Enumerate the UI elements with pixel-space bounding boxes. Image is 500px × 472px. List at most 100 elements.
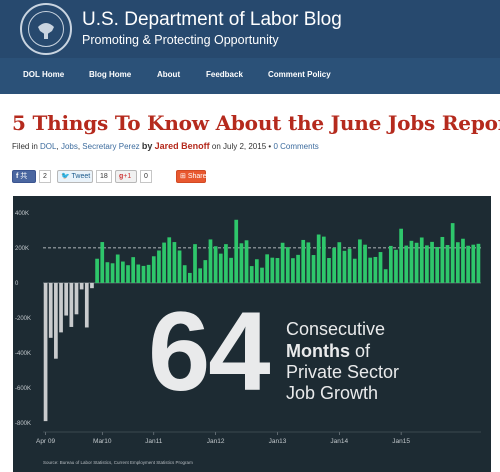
job-gain-bar bbox=[110, 263, 115, 283]
job-gain-bar bbox=[115, 254, 120, 283]
job-gain-bar bbox=[95, 258, 99, 283]
google-plus-icon: g bbox=[119, 173, 124, 180]
job-gain-bar bbox=[224, 244, 228, 283]
nav-about[interactable]: About bbox=[157, 70, 181, 79]
job-gain-bar bbox=[394, 249, 398, 283]
y-tick-label: 200K bbox=[15, 246, 29, 252]
x-tick-label: Jan14 bbox=[330, 438, 348, 445]
category-link-secretary-perez[interactable]: Secretary Perez bbox=[82, 142, 140, 151]
filed-in-label: Filed in bbox=[12, 142, 38, 151]
department-seal-icon[interactable] bbox=[20, 3, 72, 55]
gplus-label: +1 bbox=[123, 173, 132, 180]
job-gain-bar bbox=[188, 272, 192, 283]
job-gain-bar bbox=[455, 242, 460, 283]
nav-feedback[interactable]: Feedback bbox=[206, 70, 243, 79]
twitter-bird-icon: 🐦 bbox=[61, 173, 70, 180]
job-gain-bar bbox=[450, 223, 455, 283]
x-tick-label: Jan15 bbox=[392, 438, 410, 445]
nav-blog-home[interactable]: Blog Home bbox=[89, 70, 132, 79]
chart-source: Source: Bureau of Labor Statistics, Curr… bbox=[43, 460, 193, 465]
annotation-line-3: Private Sector bbox=[286, 362, 400, 382]
annotation-of: of bbox=[355, 341, 371, 361]
facebook-icon: f bbox=[16, 173, 19, 180]
facebook-label: 共 bbox=[20, 173, 28, 180]
job-gain-bar bbox=[270, 257, 275, 283]
job-gain-bar bbox=[167, 237, 172, 283]
job-loss-bar bbox=[84, 282, 89, 328]
blog-title[interactable]: U.S. Department of Labor Blog bbox=[82, 9, 342, 30]
job-loss-bar bbox=[48, 282, 53, 338]
job-gain-bar bbox=[198, 268, 203, 283]
job-gain-bar bbox=[177, 250, 182, 283]
post-meta: Filed in DOL, Jobs, Secretary Perez by J… bbox=[12, 141, 319, 151]
job-gain-bar bbox=[136, 264, 141, 283]
post-title[interactable]: 5 Things To Know About the June Jobs Rep… bbox=[12, 111, 500, 135]
job-gain-bar bbox=[414, 242, 419, 283]
job-gain-bar bbox=[244, 240, 249, 283]
job-gain-bar bbox=[358, 239, 362, 283]
job-loss-bar bbox=[43, 282, 48, 422]
job-loss-bar bbox=[54, 282, 58, 359]
job-loss-bar bbox=[79, 282, 84, 290]
job-gain-bar bbox=[239, 243, 244, 283]
gplus-count: 0 bbox=[140, 170, 152, 183]
job-gain-bar bbox=[229, 257, 233, 283]
jobs-chart: 400K 200K 0 -200K -400K -600K -800K Apr 09 Mar10… bbox=[13, 196, 491, 472]
annotation-line-4: Job Growth bbox=[286, 383, 379, 403]
seal-ring bbox=[28, 11, 64, 47]
facebook-count: 2 bbox=[39, 170, 51, 183]
author-link[interactable]: Jared Benoff bbox=[154, 141, 210, 151]
job-gain-bar bbox=[461, 238, 465, 283]
y-tick-label: -200K bbox=[15, 316, 31, 322]
job-gain-bar bbox=[151, 256, 156, 283]
job-gain-bar bbox=[100, 242, 105, 283]
job-gain-bar bbox=[213, 246, 218, 283]
annotation-line-2: Months of bbox=[286, 342, 370, 360]
blog-tagline: Promoting & Protecting Opportunity bbox=[82, 33, 279, 47]
job-gain-bar bbox=[203, 260, 208, 283]
nav-dol-home[interactable]: DOL Home bbox=[23, 70, 65, 79]
job-gain-bar bbox=[172, 242, 177, 283]
site-header: U.S. Department of Labor Blog Promoting … bbox=[0, 0, 500, 58]
share-button[interactable]: ⊞ Share bbox=[176, 170, 207, 183]
eagle-icon bbox=[38, 23, 54, 39]
main-nav: DOL Home Blog Home About Feedback Commen… bbox=[0, 58, 500, 94]
plus-icon: ⊞ bbox=[180, 173, 186, 180]
job-loss-bar bbox=[74, 282, 79, 315]
job-gain-bar bbox=[182, 265, 187, 283]
job-gain-bar bbox=[476, 243, 481, 283]
job-gain-bar bbox=[218, 253, 223, 283]
comments-link[interactable]: 0 Comments bbox=[273, 142, 319, 151]
job-gain-bar bbox=[430, 241, 434, 283]
tweet-button[interactable]: 🐦 Tweet bbox=[57, 170, 93, 183]
job-gain-bar bbox=[321, 236, 326, 283]
job-gain-bar bbox=[157, 250, 161, 283]
job-gain-bar bbox=[260, 267, 264, 283]
job-gain-bar bbox=[425, 245, 429, 283]
job-gain-bar bbox=[311, 255, 316, 283]
facebook-share-button[interactable]: f 共 bbox=[12, 170, 36, 183]
x-tick-label: Jan11 bbox=[145, 438, 163, 445]
annotation-line-1: Consecutive bbox=[286, 319, 386, 339]
category-link-jobs[interactable]: Jobs bbox=[60, 142, 78, 151]
share-label: Share bbox=[187, 173, 207, 180]
category-link-dol[interactable]: DOL bbox=[40, 142, 57, 151]
job-gain-bar bbox=[445, 245, 450, 283]
job-gain-bar bbox=[337, 242, 342, 283]
x-tick-label: Jan13 bbox=[269, 438, 287, 445]
job-gain-bar bbox=[121, 261, 125, 283]
job-gain-bar bbox=[193, 244, 197, 283]
job-gain-bar bbox=[435, 246, 440, 283]
job-gain-bar bbox=[131, 257, 136, 283]
job-gain-bar bbox=[363, 244, 367, 283]
job-gain-bar bbox=[105, 262, 110, 283]
job-gain-bar bbox=[234, 219, 239, 283]
google-plus-button[interactable]: g+1 bbox=[115, 170, 137, 183]
y-tick-label: 400K bbox=[15, 211, 29, 217]
job-loss-bar bbox=[64, 282, 69, 316]
nav-comment-policy[interactable]: Comment Policy bbox=[268, 70, 331, 79]
y-tick-label: 0 bbox=[15, 281, 19, 287]
annotation-months: Months bbox=[286, 341, 350, 361]
job-gain-bar bbox=[306, 242, 311, 283]
job-gain-bar bbox=[301, 239, 306, 283]
